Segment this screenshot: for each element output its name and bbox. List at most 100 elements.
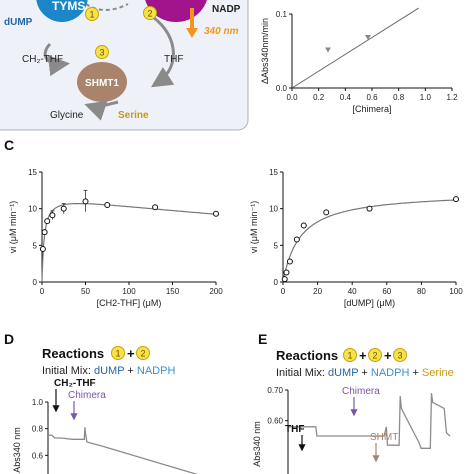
C1-data-point (104, 202, 111, 208)
panel-e-chimera-annotation: Chimera (342, 386, 380, 397)
C2-y-tick-label: 10 (269, 205, 278, 214)
C2-y-tick-label: 15 (269, 168, 278, 177)
panel-e-badge-2-number: 2 (372, 351, 377, 361)
B-fit-line (291, 7, 419, 89)
step-1-badge (85, 7, 99, 21)
panel-e-mix-dump: dUMP (328, 367, 358, 379)
serine-label: Serine (118, 110, 149, 121)
cycle-arrow-left (43, 42, 70, 77)
panel-e-mix-plus-1: + (358, 367, 371, 379)
B-x-tick-label: 1.2 (446, 93, 458, 102)
panel-e-badge-3-number: 3 (397, 351, 402, 361)
C2-x-tick-label: 0 (281, 287, 286, 296)
C1-y-axis-label: vi (μM min⁻¹) (8, 201, 18, 253)
panel-d-initial-mix: Initial Mix: dUMP + NADPH (42, 365, 175, 377)
B-x-tick-label: 0.8 (393, 93, 405, 102)
panel-d-ch2thf-annotation: CH₂-THF (54, 378, 96, 389)
E-y-axis-label: Abs340 nm (252, 421, 262, 467)
panel-c-letter: C (4, 137, 14, 153)
E-y-tick-label: 0.70 (267, 386, 283, 395)
panel-d-mix-nadph: NADPH (137, 365, 176, 377)
panel-c-ch2thf-chart: 0 50 100 150 200 0 5 10 15 [CH2-THF] (μM) vi (μM m… (8, 168, 223, 308)
C2-y-axis-label: vi (μM min⁻¹) (249, 201, 259, 253)
panel-a-schematic: TYMS 1 dUMP 2 NADP 340 nm CH₂-THF THF 3 … (0, 0, 249, 131)
D-y-tick-label: 1.0 (32, 398, 44, 407)
step-3-number: 3 (99, 48, 104, 58)
C2-fit-curve (282, 199, 457, 283)
panel-e-mix-nadph: NADPH (371, 367, 410, 379)
C1-data-point (49, 212, 56, 219)
panel-e-title: Reactions (276, 348, 338, 363)
ch2thf-label: CH₂-THF (22, 54, 63, 65)
step-2-number: 2 (147, 9, 152, 19)
C2-x-tick-label: 100 (449, 287, 463, 296)
panel-b-chart: 0.0 0.2 0.4 0.6 0.8 1.0 1.2 0.0 0.1 [Chimera] ΔAbs… (260, 7, 458, 114)
B-x-tick-label: 0.4 (340, 93, 352, 102)
tyms-enzyme-circle (36, 0, 88, 22)
C1-data-point (152, 204, 159, 211)
C1-x-tick-label: 100 (122, 287, 136, 296)
panel-d-letter: D (4, 331, 14, 347)
cycle-arrow-right (147, 12, 175, 88)
orange-down-arrow-head (186, 28, 198, 38)
C2-data-point (300, 222, 307, 229)
panel-e-mix-serine: Serine (422, 367, 454, 379)
D-y-tick-label: 0.6 (32, 451, 44, 460)
glycine-label: Glycine (50, 110, 84, 121)
D-absorbance-trace (48, 427, 198, 474)
tyms-label: TYMS (52, 0, 85, 13)
C2-data-point (323, 209, 330, 216)
C2-data-point (453, 196, 459, 203)
D-y-axis-label: Abs340 nm (12, 427, 22, 473)
panel-d-mix-plus: + (124, 365, 137, 377)
B-x-tick-label: 1.0 (420, 93, 432, 102)
panel-d-plus: + (127, 346, 135, 361)
panel-e-thf-annotation: THF (285, 424, 304, 435)
C1-x-axis-label: [CH2-THF] (μM) (97, 298, 162, 308)
C1-x-tick-label: 150 (166, 287, 180, 296)
B-data-point (325, 47, 331, 53)
panel-a-background (0, 0, 249, 131)
C2-data-point (283, 269, 290, 276)
C1-data-point (82, 198, 89, 205)
C1-x-tick-label: 0 (40, 287, 45, 296)
C2-x-tick-label: 20 (313, 287, 322, 296)
C1-fit-curve (41, 203, 217, 283)
panel-e-mix-prefix: Initial Mix: (276, 367, 328, 379)
B-data-point (365, 34, 371, 40)
B-x-tick-label: 0.0 (286, 93, 298, 102)
C1-x-tick-label: 200 (209, 287, 223, 296)
C1-x-tick-label: 50 (81, 287, 90, 296)
panel-e-letter: E (258, 331, 267, 347)
panel-e-mix-plus-2: + (409, 367, 422, 379)
panel-d-mix-prefix: Initial Mix: (42, 365, 94, 377)
E-absorbance-trace (288, 393, 451, 449)
panel-e-plus-2: + (384, 348, 392, 363)
dashed-arrow-top (85, 3, 129, 11)
panel-e-badge-2 (368, 348, 382, 362)
B-x-tick-label: 0.2 (313, 93, 325, 102)
B-x-tick-label: 0.6 (366, 93, 378, 102)
panel-e-plus-1: + (359, 348, 367, 363)
shmt1-enzyme-circle (77, 62, 127, 102)
panel-d-badge-1-number: 1 (115, 349, 120, 359)
C2-x-tick-label: 40 (348, 287, 357, 296)
B-y-tick-label: 0.0 (276, 84, 288, 93)
C1-y-tick-label: 15 (28, 168, 37, 177)
step-2-badge (143, 6, 157, 20)
C2-data-point (293, 236, 300, 243)
panel-d-badge-2 (136, 346, 150, 360)
panel-e-shmt-annotation: SHMT (370, 432, 398, 443)
C2-y-tick-label: 5 (274, 241, 279, 250)
C1-y-tick-label: 0 (33, 278, 38, 287)
E-y-tick-label: 0.60 (267, 417, 283, 426)
panel-e-badge-1-number: 1 (347, 351, 352, 361)
wavelength-label: 340 nm (204, 26, 239, 37)
C2-y-tick-label: 0 (274, 278, 279, 287)
B-y-axis-label: ΔAbs340nm/min (260, 18, 270, 84)
panel-d-badge-2-number: 2 (140, 349, 145, 359)
C1-y-tick-label: 5 (33, 241, 38, 250)
C2-x-tick-label: 80 (417, 287, 426, 296)
